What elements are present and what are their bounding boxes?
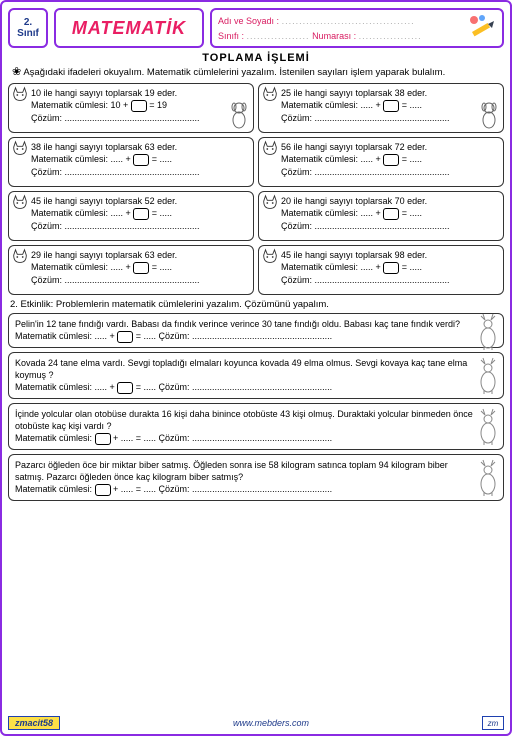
pencil-icon bbox=[468, 14, 498, 44]
exercise-cell: 20 ile hangi sayıyı toplarsak 70 eder.Ma… bbox=[258, 191, 504, 241]
flower-icon: ❀ bbox=[12, 66, 21, 79]
cell-equation: Matematik cümlesi: ..... + = ..... bbox=[281, 261, 498, 274]
answer-box[interactable] bbox=[133, 262, 149, 274]
cell-question: 25 ile hangi sayıyı toplarsak 38 eder. bbox=[281, 87, 498, 99]
grade-num: 2. bbox=[24, 17, 32, 28]
cell-question: 10 ile hangi sayıyı toplarsak 19 eder. bbox=[31, 87, 248, 99]
exercise-cell: 25 ile hangi sayıyı toplarsak 38 eder.Ma… bbox=[258, 83, 504, 133]
cell-question: 38 ile hangi sayıyı toplarsak 63 eder. bbox=[31, 141, 248, 153]
cell-equation: Matematik cümlesi: ..... + = ..... bbox=[31, 207, 248, 220]
problem-equation: Matematik cümlesi: + ..... = ..... Çözüm… bbox=[15, 483, 473, 496]
answer-box[interactable] bbox=[95, 484, 111, 496]
exercise-cell: 29 ile hangi sayıyı toplarsak 63 eder.Ma… bbox=[8, 245, 254, 295]
instruction: ❀ Aşağıdaki ifadeleri okuyalım. Matemati… bbox=[8, 66, 504, 79]
exercise-cell: 38 ile hangi sayıyı toplarsak 63 eder.Ma… bbox=[8, 137, 254, 187]
answer-box[interactable] bbox=[117, 382, 133, 394]
cell-solution[interactable]: Çözüm: .................................… bbox=[281, 112, 498, 124]
problem-text: İçinde yolcular olan otobüse durakta 16 … bbox=[15, 408, 473, 432]
answer-box[interactable] bbox=[133, 208, 149, 220]
exercise-cell: 45 ile hangi sayıyı toplarsak 52 eder.Ma… bbox=[8, 191, 254, 241]
cell-equation: Matematik cümlesi: 10 + = 19 bbox=[31, 99, 248, 112]
problem-text: Kovada 24 tane elma vardı. Sevgi topladı… bbox=[15, 357, 473, 381]
student-info: Adı ve Soyadı : ........................… bbox=[210, 8, 504, 48]
subject-title: MATEMATİK bbox=[54, 8, 204, 48]
number-label: Numarası : bbox=[312, 31, 356, 41]
word-problem: Pelin'in 12 tane fındığı vardı. Babası d… bbox=[8, 313, 504, 348]
cell-solution[interactable]: Çözüm: .................................… bbox=[281, 274, 498, 286]
name-label: Adı ve Soyadı : bbox=[218, 16, 279, 26]
worksheet-title: TOPLAMA İŞLEMİ bbox=[8, 52, 504, 64]
problem-equation: Matematik cümlesi: ..... + = ..... Çözüm… bbox=[15, 381, 473, 394]
cell-equation: Matematik cümlesi: ..... + = ..... bbox=[31, 261, 248, 274]
cell-solution[interactable]: Çözüm: .................................… bbox=[281, 220, 498, 232]
name-dots[interactable]: ...................................... bbox=[282, 16, 415, 26]
footer: zmacit58 www.mebders.com zm bbox=[8, 716, 504, 730]
footer-author: zmacit58 bbox=[8, 716, 60, 730]
cell-solution[interactable]: Çözüm: .................................… bbox=[31, 220, 248, 232]
word-problem: Pazarcı öğleden öce bir miktar biber sat… bbox=[8, 454, 504, 501]
header-row: 2. Sınıf MATEMATİK Adı ve Soyadı : .....… bbox=[8, 8, 504, 48]
problem-text: Pazarcı öğleden öce bir miktar biber sat… bbox=[15, 459, 473, 483]
cell-question: 45 ile hangi sayıyı toplarsak 98 eder. bbox=[281, 249, 498, 261]
cell-solution[interactable]: Çözüm: .................................… bbox=[31, 112, 248, 124]
word-problem: İçinde yolcular olan otobüse durakta 16 … bbox=[8, 403, 504, 450]
grade-word: Sınıf bbox=[17, 28, 39, 39]
answer-box[interactable] bbox=[133, 154, 149, 166]
class-label: Sınıfı : bbox=[218, 31, 244, 41]
answer-box[interactable] bbox=[117, 331, 133, 343]
footer-logo: zm bbox=[482, 716, 504, 730]
problems-container: Pelin'in 12 tane fındığı vardı. Babası d… bbox=[8, 313, 504, 500]
exercise-cell: 45 ile hangi sayıyı toplarsak 98 eder.Ma… bbox=[258, 245, 504, 295]
worksheet-page: 2. Sınıf MATEMATİK Adı ve Soyadı : .....… bbox=[0, 0, 512, 736]
cell-equation: Matematik cümlesi: ..... + = ..... bbox=[281, 207, 498, 220]
answer-box[interactable] bbox=[131, 100, 147, 112]
cell-equation: Matematik cümlesi: ..... + = ..... bbox=[281, 99, 498, 112]
grade-badge: 2. Sınıf bbox=[8, 8, 48, 48]
exercise-grid: 10 ile hangi sayıyı toplarsak 19 eder.Ma… bbox=[8, 83, 504, 295]
answer-box[interactable] bbox=[95, 433, 111, 445]
problem-equation: Matematik cümlesi: ..... + = ..... Çözüm… bbox=[15, 330, 473, 343]
activity2-label: 2. Etkinlik: Problemlerin matematik cüml… bbox=[10, 299, 502, 310]
cell-equation: Matematik cümlesi: ..... + = ..... bbox=[31, 153, 248, 166]
exercise-cell: 56 ile hangi sayıyı toplarsak 72 eder.Ma… bbox=[258, 137, 504, 187]
cell-solution[interactable]: Çözüm: .................................… bbox=[31, 166, 248, 178]
exercise-cell: 10 ile hangi sayıyı toplarsak 19 eder.Ma… bbox=[8, 83, 254, 133]
problem-equation: Matematik cümlesi: + ..... = ..... Çözüm… bbox=[15, 432, 473, 445]
word-problem: Kovada 24 tane elma vardı. Sevgi topladı… bbox=[8, 352, 504, 399]
answer-box[interactable] bbox=[383, 208, 399, 220]
answer-box[interactable] bbox=[383, 154, 399, 166]
footer-url: www.mebders.com bbox=[233, 718, 309, 728]
cell-solution[interactable]: Çözüm: .................................… bbox=[281, 166, 498, 178]
answer-box[interactable] bbox=[383, 100, 399, 112]
answer-box[interactable] bbox=[383, 262, 399, 274]
cell-solution[interactable]: Çözüm: .................................… bbox=[31, 274, 248, 286]
cell-question: 20 ile hangi sayıyı toplarsak 70 eder. bbox=[281, 195, 498, 207]
cell-equation: Matematik cümlesi: ..... + = ..... bbox=[281, 153, 498, 166]
cell-question: 29 ile hangi sayıyı toplarsak 63 eder. bbox=[31, 249, 248, 261]
cell-question: 45 ile hangi sayıyı toplarsak 52 eder. bbox=[31, 195, 248, 207]
cell-question: 56 ile hangi sayıyı toplarsak 72 eder. bbox=[281, 141, 498, 153]
problem-text: Pelin'in 12 tane fındığı vardı. Babası d… bbox=[15, 318, 473, 330]
